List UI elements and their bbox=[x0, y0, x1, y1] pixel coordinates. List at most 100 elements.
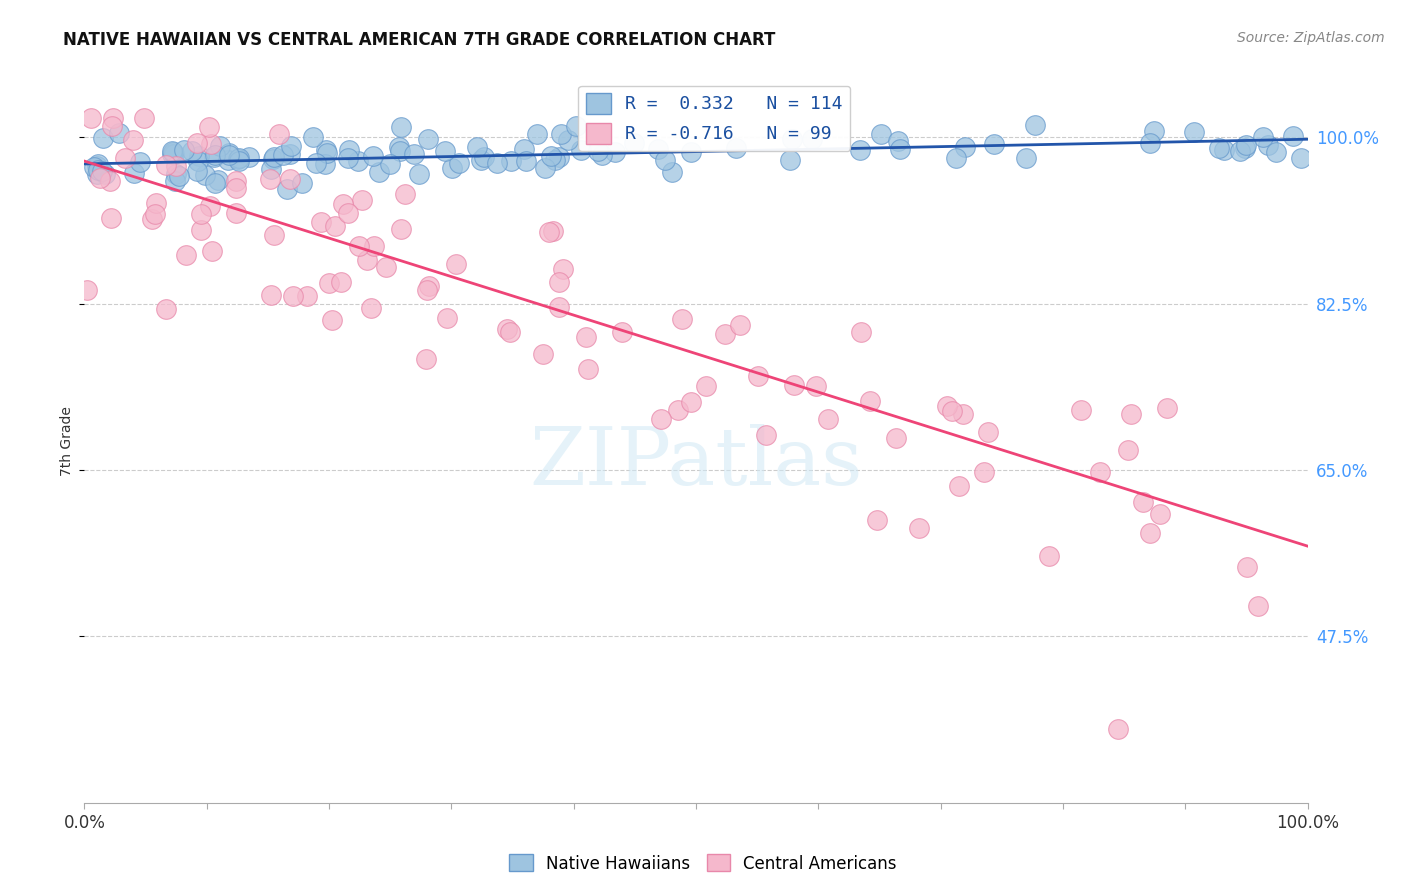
Point bbox=[537, 225, 560, 239]
Point bbox=[302, 130, 325, 145]
Point bbox=[513, 142, 536, 156]
Point bbox=[163, 174, 186, 188]
Point bbox=[101, 112, 124, 126]
Point bbox=[817, 412, 839, 426]
Point bbox=[1149, 507, 1171, 521]
Point bbox=[204, 148, 226, 162]
Point bbox=[603, 145, 626, 159]
Point bbox=[728, 318, 751, 332]
Point bbox=[866, 513, 889, 527]
Point bbox=[870, 127, 893, 141]
Point bbox=[389, 120, 412, 134]
Point bbox=[124, 166, 146, 180]
Point bbox=[260, 162, 283, 177]
Point bbox=[143, 206, 166, 220]
Point bbox=[198, 199, 221, 213]
Point bbox=[557, 133, 579, 147]
Point bbox=[725, 141, 748, 155]
Point bbox=[347, 153, 370, 168]
Point bbox=[360, 301, 382, 315]
Point bbox=[955, 140, 977, 154]
Y-axis label: 7th Grade: 7th Grade bbox=[60, 407, 75, 476]
Point bbox=[323, 219, 346, 233]
Point bbox=[321, 313, 343, 327]
Point bbox=[666, 403, 689, 417]
Point bbox=[1251, 129, 1274, 144]
Point bbox=[225, 174, 247, 188]
Point bbox=[1265, 145, 1288, 160]
Point bbox=[269, 127, 291, 141]
Point bbox=[311, 214, 333, 228]
Point bbox=[496, 321, 519, 335]
Point bbox=[314, 157, 336, 171]
Point bbox=[83, 160, 105, 174]
Point bbox=[160, 147, 183, 161]
Point bbox=[141, 211, 163, 226]
Point bbox=[352, 193, 374, 207]
Point bbox=[945, 151, 967, 165]
Point bbox=[470, 153, 492, 167]
Point bbox=[1132, 495, 1154, 509]
Point bbox=[623, 136, 645, 150]
Point bbox=[276, 182, 298, 196]
Point bbox=[1024, 119, 1046, 133]
Text: Source: ZipAtlas.com: Source: ZipAtlas.com bbox=[1237, 31, 1385, 45]
Point bbox=[297, 289, 319, 303]
Point bbox=[380, 157, 402, 171]
Point bbox=[886, 135, 908, 149]
Point bbox=[329, 276, 352, 290]
Point bbox=[544, 153, 567, 168]
Point bbox=[647, 142, 669, 156]
Point bbox=[713, 326, 735, 341]
Point bbox=[1139, 526, 1161, 541]
Point bbox=[586, 145, 609, 159]
Point bbox=[779, 153, 801, 167]
Point bbox=[186, 163, 208, 178]
Point bbox=[337, 143, 360, 157]
Point bbox=[336, 206, 359, 220]
Point bbox=[654, 153, 676, 167]
Point bbox=[1182, 125, 1205, 139]
Point bbox=[374, 260, 396, 275]
Point bbox=[1015, 151, 1038, 165]
Text: ZIPatlas: ZIPatlas bbox=[529, 425, 863, 502]
Point bbox=[163, 146, 186, 161]
Point bbox=[260, 288, 283, 302]
Point bbox=[278, 147, 301, 161]
Point bbox=[91, 131, 114, 145]
Point bbox=[86, 160, 108, 174]
Point bbox=[86, 167, 108, 181]
Point bbox=[190, 223, 212, 237]
Point bbox=[695, 378, 717, 392]
Point bbox=[1234, 137, 1257, 152]
Point bbox=[591, 148, 613, 162]
Point bbox=[1289, 151, 1312, 165]
Point bbox=[472, 150, 495, 164]
Point bbox=[565, 119, 588, 133]
Point bbox=[87, 163, 110, 178]
Legend: R =  0.332   N = 114, R = -0.716   N = 99: R = 0.332 N = 114, R = -0.716 N = 99 bbox=[578, 86, 851, 151]
Point bbox=[446, 257, 468, 271]
Point bbox=[281, 289, 304, 303]
Point bbox=[851, 325, 873, 339]
Point bbox=[526, 128, 548, 142]
Point bbox=[356, 252, 378, 267]
Point bbox=[271, 148, 294, 162]
Point bbox=[160, 144, 183, 158]
Point bbox=[228, 154, 250, 169]
Point bbox=[547, 300, 569, 314]
Point bbox=[576, 361, 599, 376]
Point bbox=[515, 153, 537, 168]
Point bbox=[155, 301, 177, 316]
Point bbox=[100, 119, 122, 133]
Point bbox=[550, 127, 572, 141]
Point bbox=[547, 275, 569, 289]
Point bbox=[1156, 401, 1178, 415]
Point bbox=[217, 153, 239, 167]
Point bbox=[280, 138, 302, 153]
Point bbox=[1234, 141, 1257, 155]
Point bbox=[225, 181, 247, 195]
Point bbox=[291, 177, 314, 191]
Point bbox=[408, 167, 430, 181]
Point bbox=[145, 196, 167, 211]
